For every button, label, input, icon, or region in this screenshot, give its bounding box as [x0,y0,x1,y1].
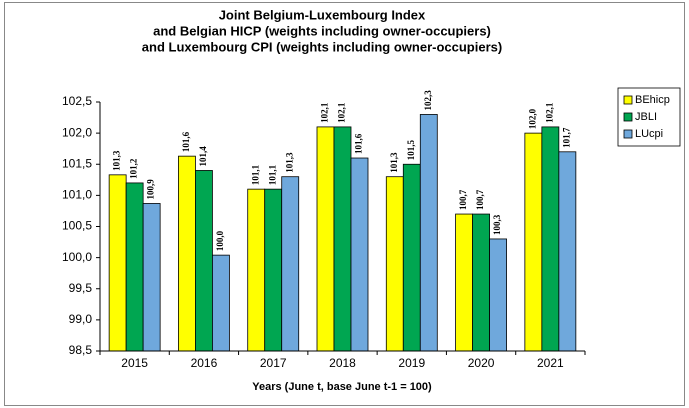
y-tick-label: 101,0 [62,188,92,202]
value-label: 100,0 [215,230,225,251]
value-label: 101,3 [112,150,122,171]
x-tick-label: 2015 [121,356,148,370]
value-label: 102,1 [544,102,554,123]
value-label: 100,9 [146,179,156,200]
chart-title: and Luxembourg CPI (weights including ow… [142,39,502,54]
value-label: 100,7 [475,189,485,210]
x-axis-title: Years (June t, base June t-1 = 100) [252,381,432,393]
y-tick-label: 102,5 [62,94,92,108]
x-tick-label: 2016 [191,356,218,370]
bar [524,132,543,352]
bar [402,163,421,352]
value-label: 100,7 [458,189,468,210]
bar [195,170,213,352]
value-label: 101,1 [250,164,260,185]
bar [558,151,577,352]
value-label: 101,5 [406,140,416,161]
value-label: 101,6 [354,133,364,154]
y-tick-label: 100,5 [62,219,92,233]
chart-border [4,2,685,406]
value-label: 102,1 [337,102,347,123]
bar [419,114,438,352]
value-label: 100,3 [492,214,502,235]
bar [142,203,161,352]
chart-title: Joint Belgium-Luxembourg Index [219,7,426,22]
bar [385,176,404,352]
legend-label: LUcpi [635,128,663,140]
value-label: 101,4 [198,146,208,167]
legend-label: BEhicp [635,94,670,106]
x-tick-label: 2020 [468,356,495,370]
bar [541,126,560,352]
bar [264,188,283,352]
bar [455,213,473,352]
bar [281,176,300,352]
bar [472,213,490,352]
bar [247,188,266,352]
value-label: 102,3 [423,90,433,111]
bar [350,157,369,352]
y-tick-label: 100,0 [62,250,92,264]
legend-swatch [623,112,633,122]
y-tick-label: 101,5 [62,156,92,170]
y-tick-label: 99,0 [69,312,93,326]
value-label: 101,6 [181,131,191,152]
bar [212,254,230,352]
y-tick-label: 102,0 [62,125,92,139]
value-label: 101,1 [267,164,277,185]
x-tick-label: 2021 [537,356,564,370]
value-label: 101,2 [129,158,139,179]
bar [333,126,352,352]
y-tick-label: 98,5 [69,343,93,357]
legend-label: JBLI [635,111,657,123]
bar [178,155,196,352]
y-tick-label: 99,5 [69,281,93,295]
bar [125,182,144,352]
bar [489,238,507,352]
chart-title: and Belgian HICP (weights including owne… [153,23,491,38]
legend-swatch [623,129,633,139]
value-label: 101,3 [284,152,294,173]
x-tick-label: 2019 [398,356,425,370]
x-tick-label: 2017 [260,356,287,370]
value-label: 102,1 [320,102,330,123]
bar [316,126,335,352]
bar [108,174,127,352]
value-label: 102,0 [527,108,537,129]
value-label: 101,3 [389,152,399,173]
x-tick-label: 2018 [329,356,356,370]
value-label: 101,7 [561,127,571,148]
legend-swatch [623,95,633,105]
